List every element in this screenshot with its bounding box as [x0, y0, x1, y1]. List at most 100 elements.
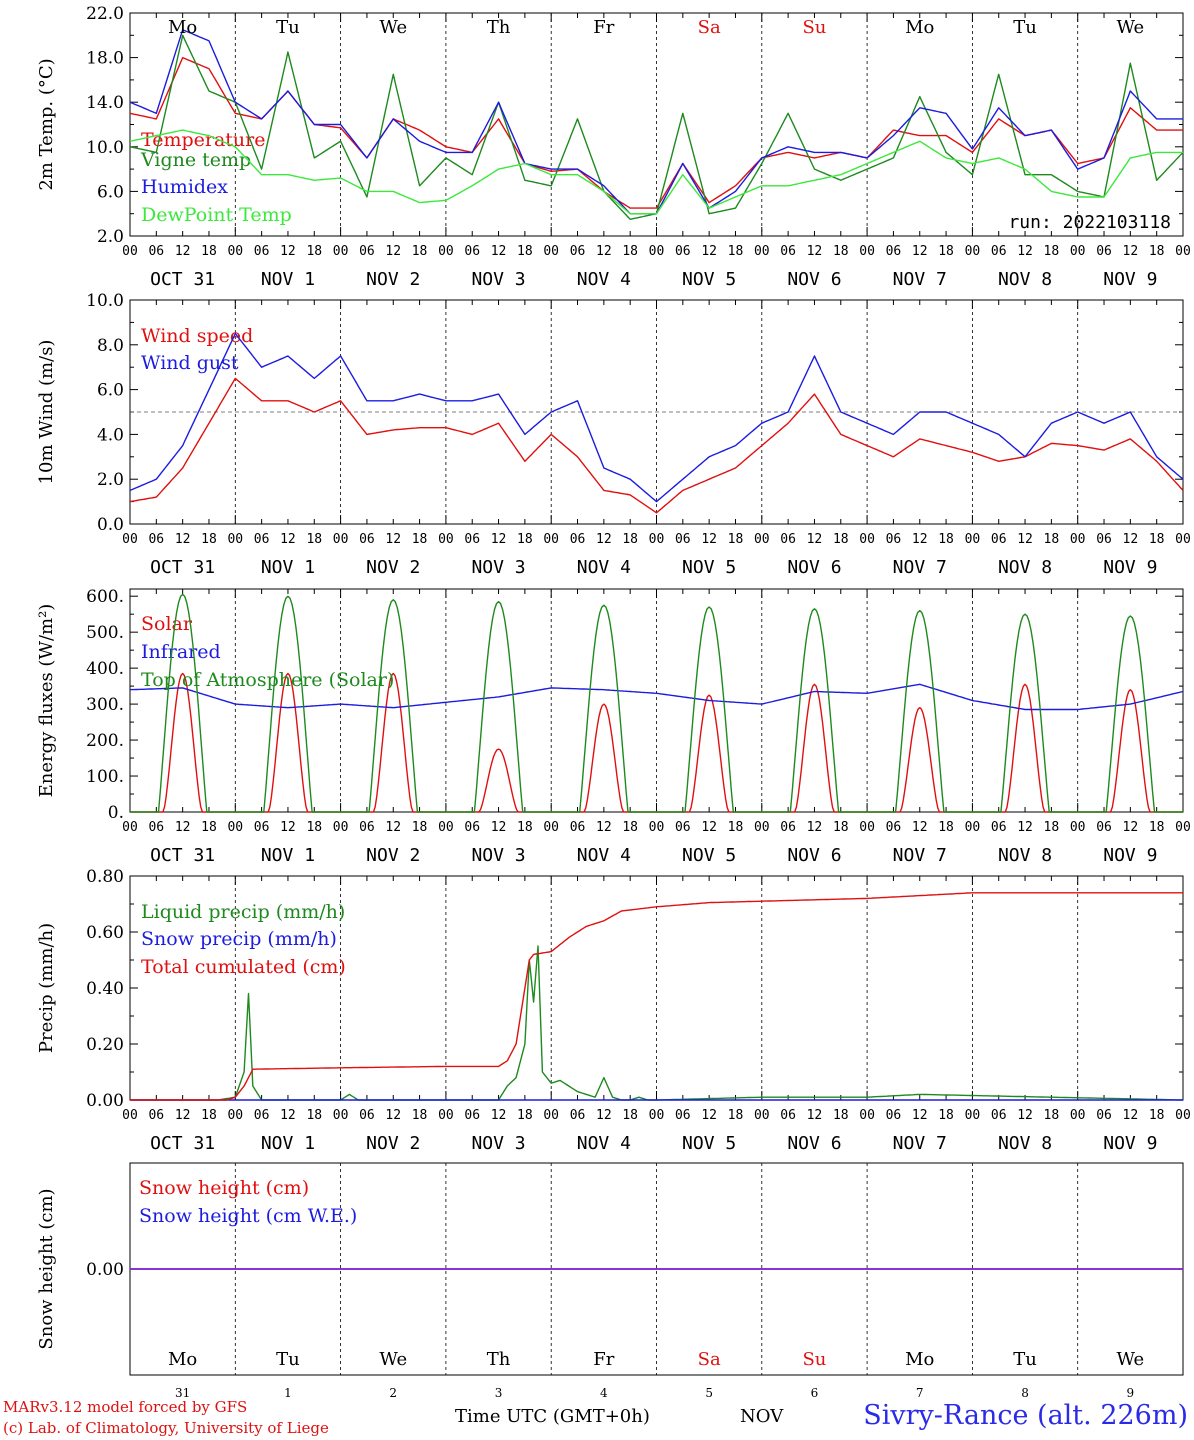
precip-date-label: NOV 4 [577, 1133, 631, 1154]
energy-y-label: 100. [86, 767, 124, 787]
precip-hour-label: 00 [754, 1108, 770, 1123]
temp-day-name: Su [802, 17, 826, 38]
precip-hour-label: 00 [122, 1108, 138, 1123]
snow-legend-1: Snow height (cm W.E.) [139, 1205, 357, 1227]
temp-hour-label: 06 [675, 244, 691, 259]
snow-day-name: We [379, 1349, 407, 1370]
temp-legend-2: Humidex [141, 176, 228, 198]
temp-hour-label: 12 [1123, 244, 1139, 259]
snow-day-name: Sa [698, 1349, 721, 1370]
wind-date-label: NOV 5 [682, 557, 736, 578]
wind-hour-label: 06 [1096, 532, 1112, 547]
energy-hour-label: 12 [912, 820, 928, 835]
precip-hour-label: 00 [1175, 1108, 1191, 1123]
precip-date-label: NOV 1 [261, 1133, 315, 1154]
precip-hour-label: 18 [938, 1108, 954, 1123]
temp-hour-label: 00 [438, 244, 454, 259]
temp-hour-label: 18 [1044, 244, 1060, 259]
energy-hour-label: 12 [1123, 820, 1139, 835]
precip-hour-label: 00 [543, 1108, 559, 1123]
wind-hour-label: 12 [491, 532, 507, 547]
temp-hour-label: 06 [886, 244, 902, 259]
precip-hour-label: 00 [649, 1108, 665, 1123]
precip-y-label: 0.00 [86, 1091, 124, 1111]
energy-axis-title: Energy fluxes (W/m²) [36, 604, 57, 798]
precip-hour-label: 00 [227, 1108, 243, 1123]
temp-hour-label: 18 [833, 244, 849, 259]
energy-date-label: NOV 7 [893, 845, 947, 866]
energy-y-label: 500. [86, 623, 124, 643]
temp-y-label: 2.0 [97, 227, 124, 247]
wind-series-1 [129, 332, 1184, 503]
temp-date-label: NOV 2 [366, 269, 420, 290]
precip-hour-label: 12 [280, 1108, 296, 1123]
snow-day-name: Su [802, 1349, 826, 1370]
temp-hour-label: 12 [175, 244, 191, 259]
precip-y-label: 0.60 [86, 923, 124, 943]
energy-hour-label: 06 [148, 820, 164, 835]
wind-y-label: 6.0 [97, 381, 124, 401]
temp-date-label: NOV 8 [998, 269, 1052, 290]
wind-date-label: NOV 6 [787, 557, 841, 578]
precip-hour-label: 12 [701, 1108, 717, 1123]
precip-series-2 [130, 892, 1183, 1101]
precip-hour-label: 12 [807, 1108, 823, 1123]
snow-day-name: Th [487, 1349, 511, 1370]
wind-hour-label: 12 [596, 532, 612, 547]
energy-hour-label: 00 [965, 820, 981, 835]
model-credit: MARv3.12 model forced by GFS [3, 1398, 248, 1416]
temp-date-label: NOV 1 [261, 269, 315, 290]
snow-day-name: Tu [1013, 1349, 1037, 1370]
wind-date-label: NOV 3 [471, 557, 525, 578]
energy-hour-label: 06 [780, 820, 796, 835]
energy-hour-label: 00 [1070, 820, 1086, 835]
wind-hour-label: 00 [122, 532, 138, 547]
wind-hour-label: 12 [912, 532, 928, 547]
precip-hour-label: 12 [1017, 1108, 1033, 1123]
wind-hour-label: 18 [517, 532, 533, 547]
precip-hour-label: 12 [175, 1108, 191, 1123]
precip-hour-label: 06 [780, 1108, 796, 1123]
temp-hour-label: 00 [965, 244, 981, 259]
temp-hour-label: 18 [201, 244, 217, 259]
precip-hour-label: 06 [464, 1108, 480, 1123]
precip-hour-label: 06 [254, 1108, 270, 1123]
temp-hour-label: 18 [306, 244, 322, 259]
precip-hour-label: 18 [833, 1108, 849, 1123]
temp-hour-label: 12 [280, 244, 296, 259]
precip-hour-label: 00 [965, 1108, 981, 1123]
snow-day-name: Fr [593, 1349, 614, 1370]
snow-day-number: 1 [284, 1386, 292, 1400]
wind-hour-label: 18 [306, 532, 322, 547]
energy-y-label: 200. [86, 731, 124, 751]
energy-hour-label: 06 [254, 820, 270, 835]
energy-hour-label: 00 [859, 820, 875, 835]
wind-hour-label: 00 [965, 532, 981, 547]
energy-y-label: 0. [108, 803, 124, 823]
month-label: NOV [740, 1406, 784, 1427]
wind-date-label: NOV 9 [1103, 557, 1157, 578]
precip-hour-label: 06 [570, 1108, 586, 1123]
temp-day-name: Mo [905, 17, 934, 38]
energy-series-2 [130, 593, 1183, 813]
snow-legend-0: Snow height (cm) [139, 1177, 309, 1199]
snow-day-name: Mo [168, 1349, 197, 1370]
energy-date-label: NOV 6 [787, 845, 841, 866]
wind-hour-label: 18 [1149, 532, 1165, 547]
energy-hour-label: 00 [1175, 820, 1191, 835]
temp-day-name: Tu [1013, 17, 1037, 38]
energy-hour-label: 06 [570, 820, 586, 835]
energy-legend-0: Solar [141, 613, 193, 635]
wind-hour-label: 18 [1044, 532, 1060, 547]
wind-hour-label: 00 [227, 532, 243, 547]
wind-y-label: 2.0 [97, 470, 124, 490]
wind-hour-label: 12 [807, 532, 823, 547]
energy-hour-label: 12 [701, 820, 717, 835]
energy-y-label: 300. [86, 695, 124, 715]
precip-hour-label: 12 [1123, 1108, 1139, 1123]
wind-hour-label: 06 [148, 532, 164, 547]
temp-legend-1: Vigne temp [140, 149, 251, 171]
energy-hour-label: 18 [1149, 820, 1165, 835]
energy-hour-label: 18 [1044, 820, 1060, 835]
precip-hour-label: 12 [596, 1108, 612, 1123]
